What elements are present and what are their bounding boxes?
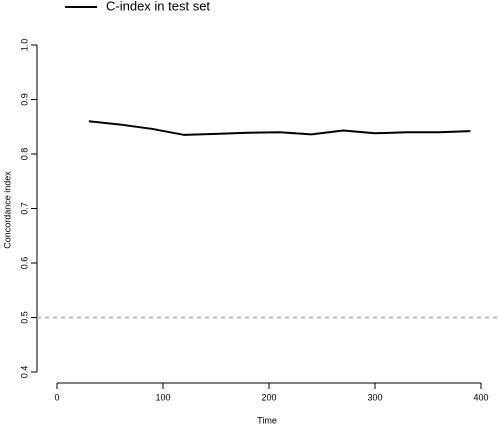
x-tick-label: 300 (367, 392, 382, 402)
y-axis-label: Concordance index (2, 171, 12, 249)
y-tick-label: 1.0 (19, 39, 29, 52)
y-tick-label: 0.9 (19, 93, 29, 106)
data-line (88, 120, 471, 136)
y-tick-label: 0.6 (19, 257, 29, 270)
x-axis-label: Time (257, 415, 277, 425)
x-tick-label: 400 (473, 392, 488, 402)
y-tick-label: 0.5 (19, 311, 29, 324)
y-tick-label: 0.4 (19, 366, 29, 379)
y-tick-label: 0.8 (19, 148, 29, 161)
legend-label: C-index in test set (106, 0, 210, 13)
y-tick-label: 0.7 (19, 202, 29, 215)
x-tick-label: 200 (261, 392, 276, 402)
x-tick-label: 100 (155, 392, 170, 402)
x-tick-label: 0 (54, 392, 59, 402)
